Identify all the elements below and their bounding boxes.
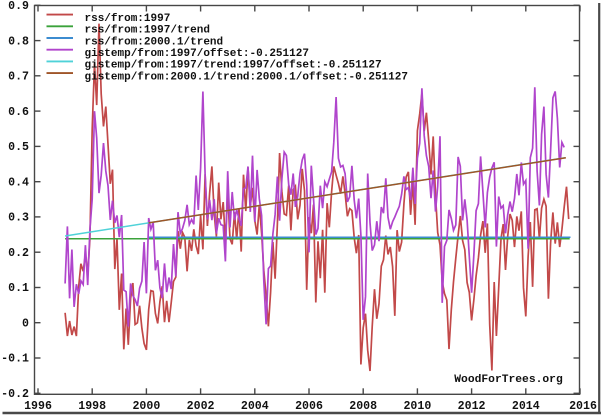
svg-text:2004: 2004 [241,400,269,413]
svg-text:0.3: 0.3 [8,212,29,225]
svg-text:0.8: 0.8 [8,35,29,48]
svg-text:rss/from:2000.1/trend: rss/from:2000.1/trend [85,36,224,48]
svg-text:2002: 2002 [187,400,215,413]
svg-text:gistemp/from:2000.1/trend:2000: gistemp/from:2000.1/trend:2000.1/offset:… [85,71,408,83]
svg-text:2016: 2016 [569,400,597,413]
svg-text:gistemp/from:1997/trend:1997/o: gistemp/from:1997/trend:1997/offset:-0.2… [85,60,382,72]
svg-text:0.5: 0.5 [8,141,29,154]
svg-text:rss/from:1997/trend: rss/from:1997/trend [85,25,210,37]
svg-text:0.2: 0.2 [8,247,29,260]
svg-text:0.4: 0.4 [8,176,29,189]
svg-text:2008: 2008 [349,400,377,413]
svg-text:rss/from:1997: rss/from:1997 [85,13,171,25]
svg-text:2010: 2010 [403,400,431,413]
svg-text:0.9: 0.9 [8,0,29,13]
svg-text:0: 0 [22,317,29,330]
svg-text:1996: 1996 [24,400,52,413]
svg-text:-0.1: -0.1 [1,353,29,366]
svg-text:1998: 1998 [78,400,106,413]
svg-text:2006: 2006 [295,400,323,413]
svg-text:2014: 2014 [512,400,540,413]
svg-text:-0.2: -0.2 [1,388,29,401]
svg-text:2012: 2012 [458,400,486,413]
svg-text:WoodForTrees.org: WoodForTrees.org [454,374,563,386]
svg-text:gistemp/from:1997/offset:-0.25: gistemp/from:1997/offset:-0.251127 [85,48,309,60]
svg-text:0.1: 0.1 [8,282,29,295]
svg-text:0.6: 0.6 [8,106,29,119]
svg-text:2000: 2000 [132,400,160,413]
svg-text:0.7: 0.7 [8,71,29,84]
